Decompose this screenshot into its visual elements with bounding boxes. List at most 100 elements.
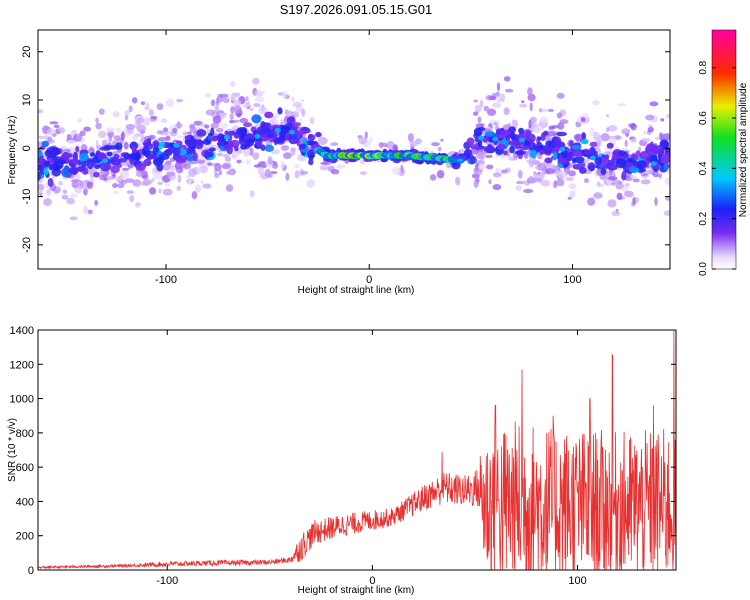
spectrogram-cell: [102, 158, 109, 164]
spectrogram-cell: [527, 87, 533, 96]
spectrogram-cell: [165, 135, 171, 141]
spectrogram-cell: [557, 158, 568, 164]
spectrogram-cell: [72, 133, 83, 142]
spectrogram-cell: [197, 155, 206, 161]
spectrogram-cell: [632, 178, 640, 183]
spectrogram-cell: [359, 171, 367, 176]
spectrogram-cell: [607, 163, 618, 171]
spectrogram-cell: [298, 143, 307, 150]
spectrogram-cell: [488, 95, 497, 101]
spectrogram-cell: [257, 166, 264, 175]
spectrogram-cell: [618, 150, 626, 157]
spectrogram-cell: [499, 129, 511, 135]
spectrogram-cell: [236, 113, 241, 118]
spectrogram-cell: [279, 131, 286, 141]
spectrogram-cell: [187, 179, 192, 186]
spectrogram-cell: [164, 164, 170, 170]
spectrogram-cell: [557, 170, 568, 180]
spectrogram-cell: [300, 99, 304, 103]
spectrogram-cell: [44, 149, 53, 157]
spectrogram-cell: [483, 145, 494, 153]
spectrogram-cell: [216, 114, 221, 120]
spectrogram-cell: [565, 177, 575, 181]
spectrogram-cell: [172, 146, 181, 157]
spectrogram-cell: [548, 108, 554, 113]
spectrogram-cell: [285, 172, 290, 181]
spectrogram-cell: [249, 147, 254, 157]
spectrogram-cell: [200, 179, 204, 185]
spectrogram-cell: [529, 102, 533, 112]
spectrogram-cell: [596, 139, 601, 149]
spectrogram-cell: [561, 149, 568, 159]
spectrogram-cell: [593, 192, 603, 199]
spectrogram-cell: [392, 166, 401, 175]
snr-ytick-label: 800: [16, 428, 34, 440]
spectrogram-cell: [222, 97, 230, 103]
spectrogram-cell: [157, 137, 168, 142]
spectrogram-cell: [214, 105, 219, 113]
spectrogram-cell: [533, 130, 542, 134]
spectrogram-cell: [246, 133, 256, 139]
spectrogram-cell: [505, 88, 514, 93]
spectrogram-cell: [266, 133, 274, 138]
spectrogram-cell: [535, 165, 541, 170]
spectrogram-cell: [163, 127, 169, 132]
spectrogram-cell: [293, 163, 300, 169]
spectrogram-cell: [103, 177, 108, 182]
spectrogram-ytick-label: -10: [21, 189, 33, 205]
spectrogram-cell: [239, 117, 249, 124]
spectrogram-heatmap: [38, 76, 670, 221]
spectrogram-cell: [125, 123, 136, 130]
spectrogram-cell: [618, 180, 623, 185]
spectrogram-cell: [144, 142, 149, 153]
spectrogram-cell: [124, 114, 129, 121]
snr-ytick-label: 0: [28, 565, 34, 577]
spectrogram-cell: [284, 108, 289, 116]
colorbar-tick-label: 0.6: [698, 111, 709, 125]
spectrogram-cell: [607, 176, 618, 181]
spectrogram-xtick-label: 100: [563, 274, 581, 286]
spectrogram-cell: [649, 101, 659, 107]
spectrogram-cell: [245, 159, 251, 165]
spectrogram-cell: [135, 204, 141, 209]
spectrogram-cell: [71, 180, 79, 188]
spectrogram-cell: [176, 98, 184, 103]
spectrogram-cell: [87, 179, 95, 182]
colorbar-tick-label: 0.4: [698, 161, 709, 175]
spectrogram-cell: [474, 104, 482, 114]
spectrogram-cell: [38, 109, 44, 114]
spectrogram-cell: [309, 116, 315, 125]
spectrogram-cell: [540, 179, 551, 187]
spectrogram-cell: [626, 158, 633, 163]
spectrogram-cell: [246, 100, 251, 107]
spectrogram-cell: [270, 171, 278, 175]
spectrogram-cell: [182, 131, 187, 136]
spectrogram-cell: [172, 127, 178, 134]
spectrogram-cell: [654, 197, 658, 206]
spectrogram-cell: [38, 135, 45, 139]
spectrogram-cell: [663, 210, 670, 216]
spectrogram-cell: [492, 172, 502, 178]
spectrogram-cell: [596, 183, 605, 188]
spectrogram-cell: [510, 132, 516, 141]
spectrogram-cell: [330, 142, 339, 146]
spectrogram-cell: [173, 143, 180, 148]
spectrogram-cell: [650, 155, 658, 163]
spectrogram-cell: [83, 205, 89, 215]
spectrogram-cell: [69, 193, 78, 198]
spectrogram-cell: [542, 145, 553, 154]
spectrogram-cell: [600, 133, 610, 142]
spectrogram-cell: [204, 150, 210, 159]
spectrogram-cell: [431, 142, 440, 147]
spectrogram-cell: [156, 163, 164, 172]
spectrogram-cell: [58, 180, 63, 186]
spectrogram-cell: [108, 145, 119, 150]
spectrogram-cell: [210, 99, 216, 107]
spectrogram-cell: [194, 139, 204, 150]
spectrogram-cell: [176, 185, 181, 191]
spectrogram-cell: [55, 160, 66, 165]
spectrogram-cell: [579, 167, 587, 174]
spectrogram-cell: [557, 122, 565, 130]
spectrogram-cell: [587, 197, 596, 206]
